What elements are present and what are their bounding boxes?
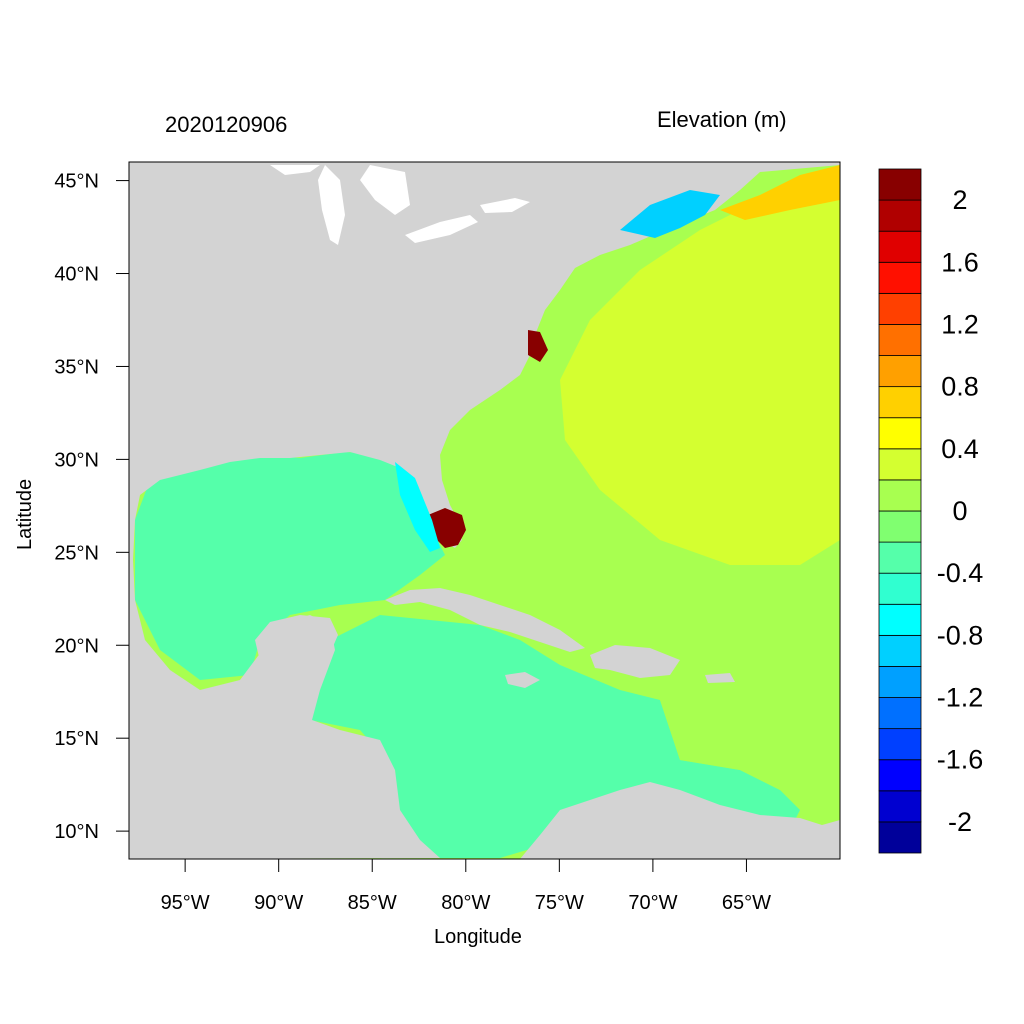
colorbar-swatch: [878, 199, 922, 232]
south-america-land: [520, 782, 840, 859]
map-plot-area: [129, 162, 840, 859]
cuba: [385, 588, 585, 652]
lat-tick-label: 20°N: [54, 635, 99, 657]
colorbar-label: 0.4: [941, 434, 979, 464]
lake-superior: [270, 165, 320, 175]
colorbar-swatch: [878, 386, 922, 419]
colorbar-label: -1.6: [937, 745, 984, 775]
colorbar-swatch: [878, 541, 922, 574]
colorbar: -2 -1.6 -1.2 -0.8 -0.4 0 0.4 0.8 1.2 1.6 2: [878, 168, 984, 854]
lat-tick-label: 10°N: [54, 821, 99, 843]
longitude-ticks: 95°W 90°W 85°W 80°W 75°W 70°W 65°W: [161, 859, 771, 914]
lon-tick-label: 95°W: [161, 892, 210, 914]
colorbar-swatch: [878, 479, 922, 512]
colorbar-swatch: [878, 728, 922, 761]
colorbar-swatch: [878, 292, 922, 325]
lon-tick-label: 80°W: [441, 892, 490, 914]
lat-tick-label: 40°N: [54, 264, 99, 286]
colorbar-label: -2: [948, 807, 972, 837]
lon-tick-label: 75°W: [535, 892, 584, 914]
yucatan-peninsula: [255, 615, 338, 710]
jamaica: [505, 672, 540, 688]
colorbar-label: -0.8: [937, 620, 984, 650]
puerto-rico: [705, 673, 735, 683]
colorbar-label: 2: [952, 185, 967, 215]
lesser-antilles-region: [660, 670, 835, 790]
lake-ontario: [480, 198, 530, 213]
colorbar-swatch: [878, 790, 922, 823]
colorbar-swatch: [878, 759, 922, 792]
lon-tick-label: 90°W: [254, 892, 303, 914]
colorbar-swatch: [878, 697, 922, 730]
colorbar-swatch: [878, 230, 922, 263]
lon-tick-label: 85°W: [348, 892, 397, 914]
lon-tick-label: 70°W: [628, 892, 677, 914]
colorbar-label: -1.2: [937, 683, 984, 713]
colorbar-swatch: [878, 261, 922, 294]
carolina-surge-area: [528, 330, 548, 362]
colorbar-swatch: [878, 510, 922, 543]
lat-tick-label: 15°N: [54, 728, 99, 750]
plot-frame: [128, 161, 841, 860]
atlantic-high-elevation: [560, 165, 840, 565]
colorbar-swatch: [878, 666, 922, 698]
gulf-of-maine-negative: [620, 190, 720, 238]
lat-tick-label: 30°N: [54, 449, 99, 471]
colorbar-label: 0: [952, 496, 967, 526]
west-florida-negative: [395, 462, 440, 552]
colorbar-label: 1.2: [941, 309, 979, 339]
colorbar-swatch: [878, 355, 922, 388]
colorbar-swatch: [878, 821, 922, 854]
colorbar-swatch: [878, 417, 922, 450]
lat-tick-label: 35°N: [54, 356, 99, 378]
florida-surge-area: [428, 508, 466, 548]
date-label: 2020120906: [165, 112, 288, 137]
lake-huron: [360, 165, 410, 215]
lon-tick-label: 65°W: [722, 892, 771, 914]
hispaniola: [590, 645, 680, 678]
gulf-of-mexico: [135, 452, 445, 680]
colorbar-swatch: [878, 572, 922, 605]
colorbar-label: 0.8: [941, 372, 979, 402]
lat-tick-label: 25°N: [54, 542, 99, 564]
colorbar-label: 1.6: [941, 247, 979, 277]
colorbar-label: -0.4: [937, 558, 984, 588]
colorbar-swatch: [878, 324, 922, 356]
colorbar-swatch: [878, 448, 922, 481]
variable-label: Elevation (m): [657, 107, 787, 132]
colorbar-swatch: [878, 634, 922, 667]
x-axis-label: Longitude: [434, 926, 522, 948]
colorbar-swatch: [878, 603, 922, 636]
colorbar-swatch: [878, 168, 922, 201]
lake-michigan: [318, 165, 345, 245]
latitude-ticks: 45°N 40°N 35°N 30°N 25°N 20°N 15°N 10°N: [54, 171, 129, 843]
lat-tick-label: 45°N: [54, 171, 99, 193]
lake-erie: [405, 215, 478, 243]
nova-scotia-positive: [720, 165, 840, 220]
